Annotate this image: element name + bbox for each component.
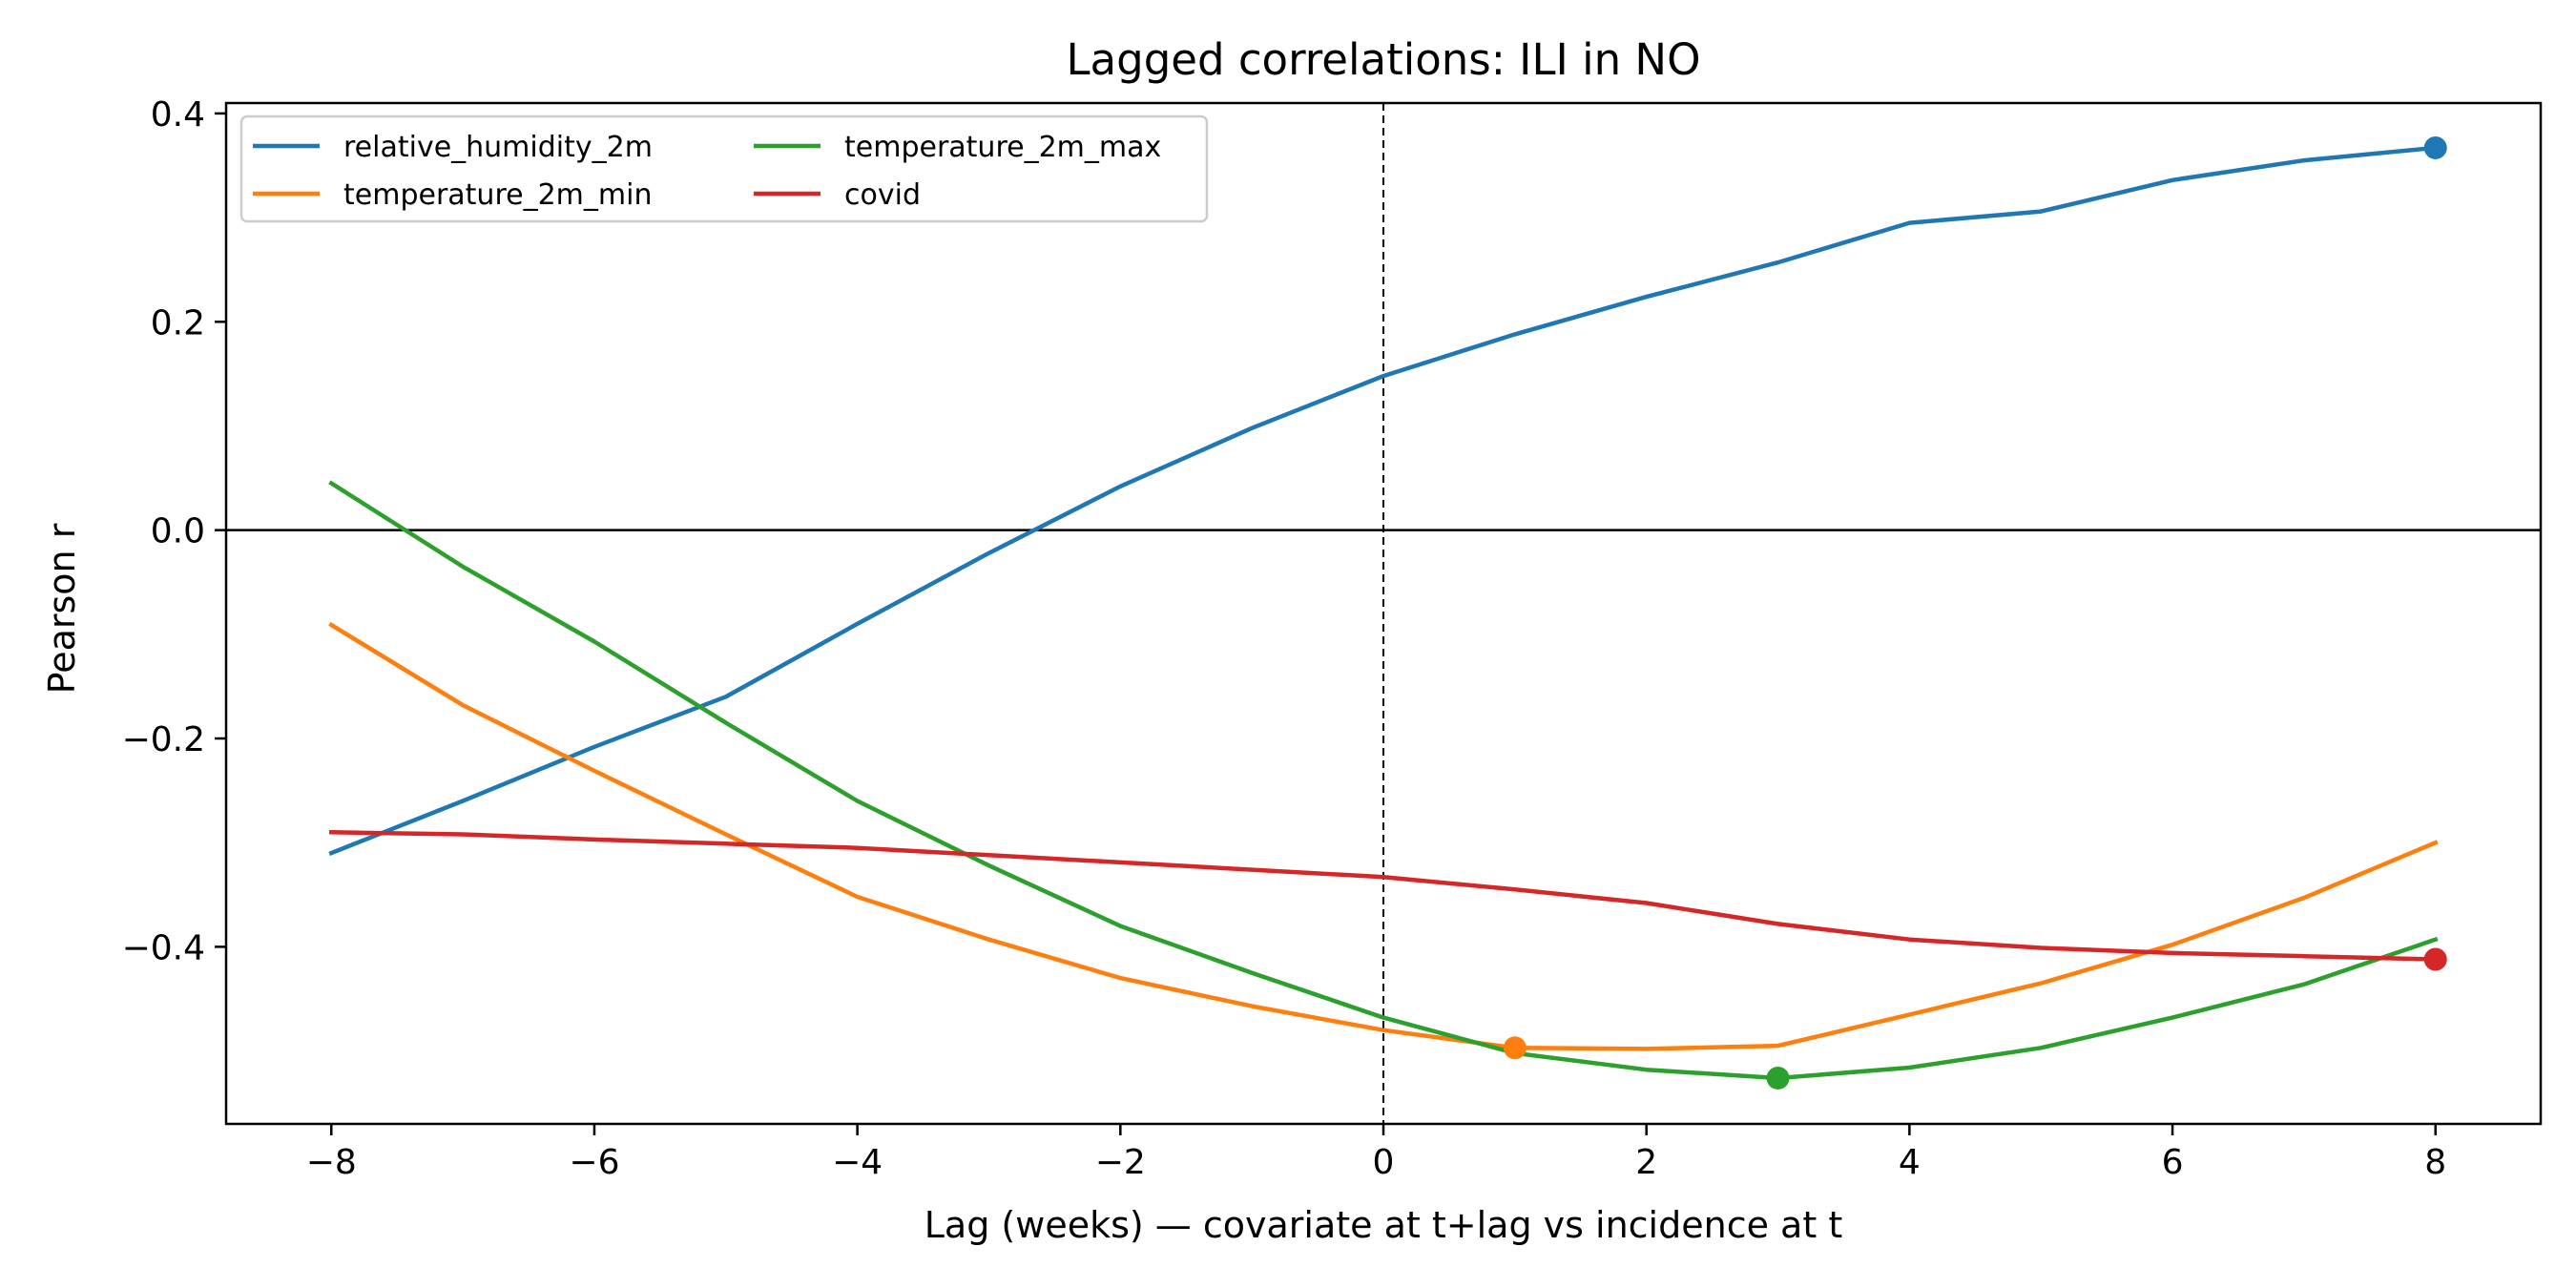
series-marker-covid (2423, 947, 2447, 971)
legend-box (239, 114, 1209, 223)
series-line-relative_humidity_2m (328, 145, 2439, 857)
x-tick-label: −4 (832, 1143, 883, 1182)
legend-label-relative_humidity_2m: relative_humidity_2m (343, 131, 653, 164)
series-marker-relative_humidity_2m (2423, 135, 2447, 159)
legend: relative_humidity_2m temperature_2m_min te… (239, 114, 1209, 223)
plot-layer: −8 −6 −4 −2 0 2 4 6 8 0.4 0.2 0.0 −0.2 −0.4 relative_h… (122, 95, 2543, 1182)
x-tick-label: 2 (1635, 1143, 1657, 1182)
x-tick-label: 0 (1373, 1143, 1395, 1182)
y-tick-label: −0.2 (122, 720, 205, 759)
legend-label-temperature_2m_max: temperature_2m_max (844, 131, 1161, 164)
legend-label-temperature_2m_min: temperature_2m_min (343, 178, 652, 212)
series-marker-temperature_2m_min (1503, 1036, 1527, 1060)
y-axis-label: Pearson r (41, 523, 83, 694)
x-tick-label: 4 (1899, 1143, 1921, 1182)
x-tick-label: 6 (2162, 1143, 2184, 1182)
x-axis-label: Lag (weeks) — covariate at t+lag vs inci… (924, 1204, 1842, 1246)
series-line-covid (329, 830, 2439, 962)
x-tick-label: −2 (1095, 1143, 1146, 1182)
x-tick-label: 8 (2424, 1143, 2446, 1182)
series-line-temperature_2m_max (328, 480, 2439, 1081)
chart-title: Lagged correlations: ILI in NO (1066, 34, 1700, 85)
y-tick-label: 0.4 (151, 95, 205, 135)
y-tick-label: 0.0 (151, 512, 205, 551)
legend-label-covid: covid (844, 178, 921, 212)
series-line-temperature_2m_min (328, 621, 2439, 1051)
x-tick-label: −6 (569, 1143, 619, 1182)
y-tick-label: −0.4 (122, 928, 205, 967)
series-marker-temperature_2m_max (1766, 1066, 1790, 1090)
y-tick-label: 0.2 (151, 303, 205, 343)
x-tick-label: −8 (306, 1143, 357, 1182)
